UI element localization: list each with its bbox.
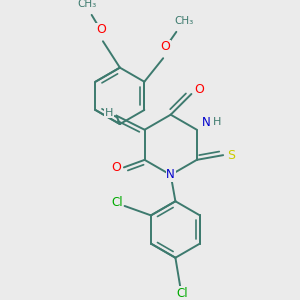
Text: O: O (160, 40, 170, 53)
Text: O: O (96, 23, 106, 37)
Text: CH₃: CH₃ (77, 0, 97, 9)
Text: O: O (194, 83, 204, 96)
Text: N: N (202, 116, 211, 129)
Text: Cl: Cl (111, 196, 123, 209)
Text: CH₃: CH₃ (174, 16, 194, 26)
Text: S: S (227, 149, 235, 162)
Text: Cl: Cl (176, 287, 188, 300)
Text: H: H (105, 108, 113, 118)
Text: H: H (213, 117, 222, 127)
Text: O: O (112, 161, 121, 174)
Text: N: N (166, 168, 175, 182)
